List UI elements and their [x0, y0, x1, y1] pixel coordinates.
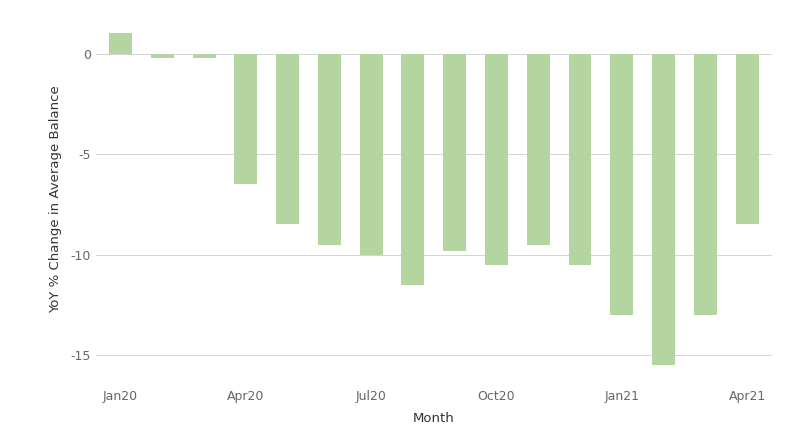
Bar [109, 33, 132, 54]
Bar [276, 54, 299, 225]
X-axis label: Month: Month [413, 412, 455, 424]
Bar [360, 54, 383, 255]
Bar [611, 54, 634, 315]
Bar [485, 54, 508, 265]
Bar [234, 54, 257, 184]
Bar [443, 54, 466, 251]
Bar [401, 54, 424, 285]
Y-axis label: YoY % Change in Average Balance: YoY % Change in Average Balance [49, 85, 62, 313]
Bar [694, 54, 716, 315]
Bar [652, 54, 675, 365]
Bar [318, 54, 341, 245]
Bar [527, 54, 550, 245]
Bar [193, 54, 216, 58]
Bar [736, 54, 759, 225]
Bar [151, 54, 174, 58]
Bar [568, 54, 591, 265]
